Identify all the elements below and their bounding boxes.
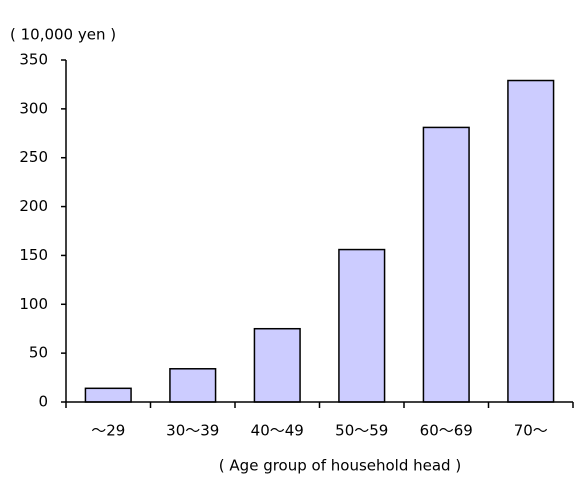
x-tick-label: 50～59 (335, 422, 388, 440)
y-axis-label: ( 10,000 yen ) (10, 26, 116, 44)
y-tick-label: 50 (29, 344, 48, 362)
bar (338, 248, 386, 403)
y-tick-label: 0 (38, 393, 48, 411)
y-tick-label: 200 (19, 197, 48, 215)
x-tick-label: ～29 (91, 422, 125, 440)
x-tick-label: 70～ (514, 422, 548, 440)
y-tick-label: 300 (19, 99, 48, 117)
x-tick-label: 40～49 (251, 422, 304, 440)
bar (422, 126, 470, 403)
y-tick-label: 350 (19, 51, 48, 69)
y-tick-label: 100 (19, 295, 48, 313)
x-tick-label: 60～69 (420, 422, 473, 440)
bar (253, 327, 301, 403)
y-tick-label: 250 (19, 148, 48, 166)
x-axis-label: ( Age group of household head ) (219, 457, 461, 475)
bar (169, 368, 217, 403)
x-tick-label: 30～39 (166, 422, 219, 440)
bar (507, 79, 555, 403)
y-tick-label: 150 (19, 246, 48, 264)
bar (84, 387, 132, 403)
